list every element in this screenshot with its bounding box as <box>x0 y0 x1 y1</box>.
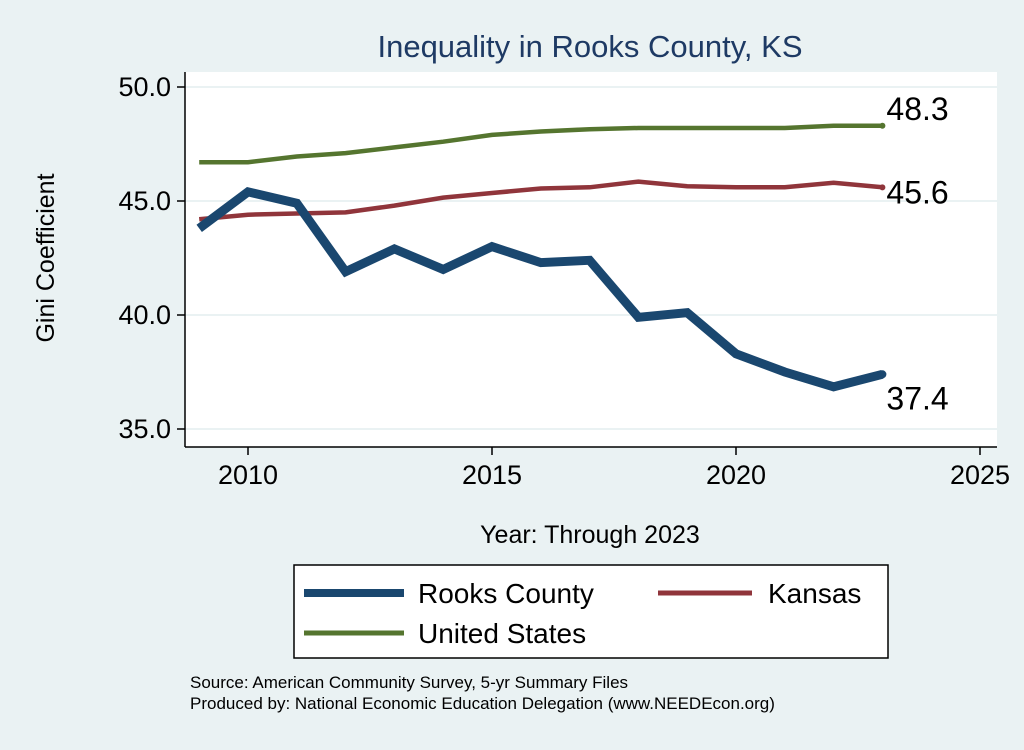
series-lines <box>196 122 887 392</box>
chart-title: Inequality in Rooks County, KS <box>377 29 802 64</box>
producer-note: Produced by: National Economic Education… <box>190 694 775 713</box>
series-end-point-kansas <box>879 184 886 191</box>
legend-box <box>293 564 889 659</box>
x-tick-label: 2020 <box>706 460 766 490</box>
series-line-kansas <box>198 179 883 222</box>
axes: 35.0 40.0 45.0 50.0 2010 2015 2020 2025 <box>118 72 1010 490</box>
gridlines <box>185 86 997 430</box>
series-line-rooks-county <box>196 187 884 392</box>
x-axis-label: Year: Through 2023 <box>480 521 700 549</box>
series-line-united-states <box>199 123 883 165</box>
legend-label-kansas: Kansas <box>768 578 861 609</box>
legend: Rooks County Kansas United States <box>293 564 889 659</box>
y-tick-label: 35.0 <box>118 414 171 444</box>
series-end-point-rooks-county <box>878 370 887 379</box>
y-tick-label: 50.0 <box>118 72 171 102</box>
y-tick-label: 45.0 <box>118 186 171 216</box>
x-tick-label: 2010 <box>218 460 278 490</box>
x-tick-label: 2015 <box>462 460 522 490</box>
series-end-point-united-states <box>879 122 886 129</box>
x-tick-label: 2025 <box>950 460 1010 490</box>
end-labels: 37.4 45.6 48.3 <box>886 91 948 417</box>
end-label-united-states: 48.3 <box>886 91 948 127</box>
end-label-kansas: 45.6 <box>886 174 948 210</box>
legend-label-rooks-county: Rooks County <box>418 578 594 609</box>
legend-label-united-states: United States <box>418 618 586 649</box>
source-note: Source: American Community Survey, 5-yr … <box>190 673 628 692</box>
end-label-rooks-county: 37.4 <box>886 380 948 416</box>
y-tick-label: 40.0 <box>118 300 171 330</box>
y-axis-label: Gini Coefficient <box>32 173 60 342</box>
